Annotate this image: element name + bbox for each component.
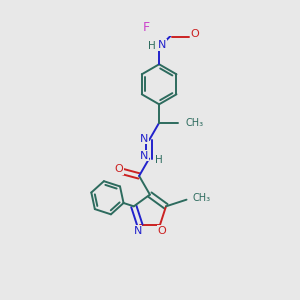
Text: N: N bbox=[158, 40, 166, 50]
Text: CH₃: CH₃ bbox=[185, 118, 203, 128]
Text: O: O bbox=[115, 164, 123, 174]
Text: N: N bbox=[140, 151, 149, 160]
Text: N: N bbox=[134, 226, 142, 236]
Text: N: N bbox=[140, 134, 149, 144]
Text: H: H bbox=[155, 155, 163, 165]
Text: F: F bbox=[143, 21, 150, 34]
Text: O: O bbox=[158, 226, 167, 236]
Text: H: H bbox=[148, 41, 156, 51]
Text: O: O bbox=[190, 29, 199, 39]
Text: CH₃: CH₃ bbox=[193, 193, 211, 203]
